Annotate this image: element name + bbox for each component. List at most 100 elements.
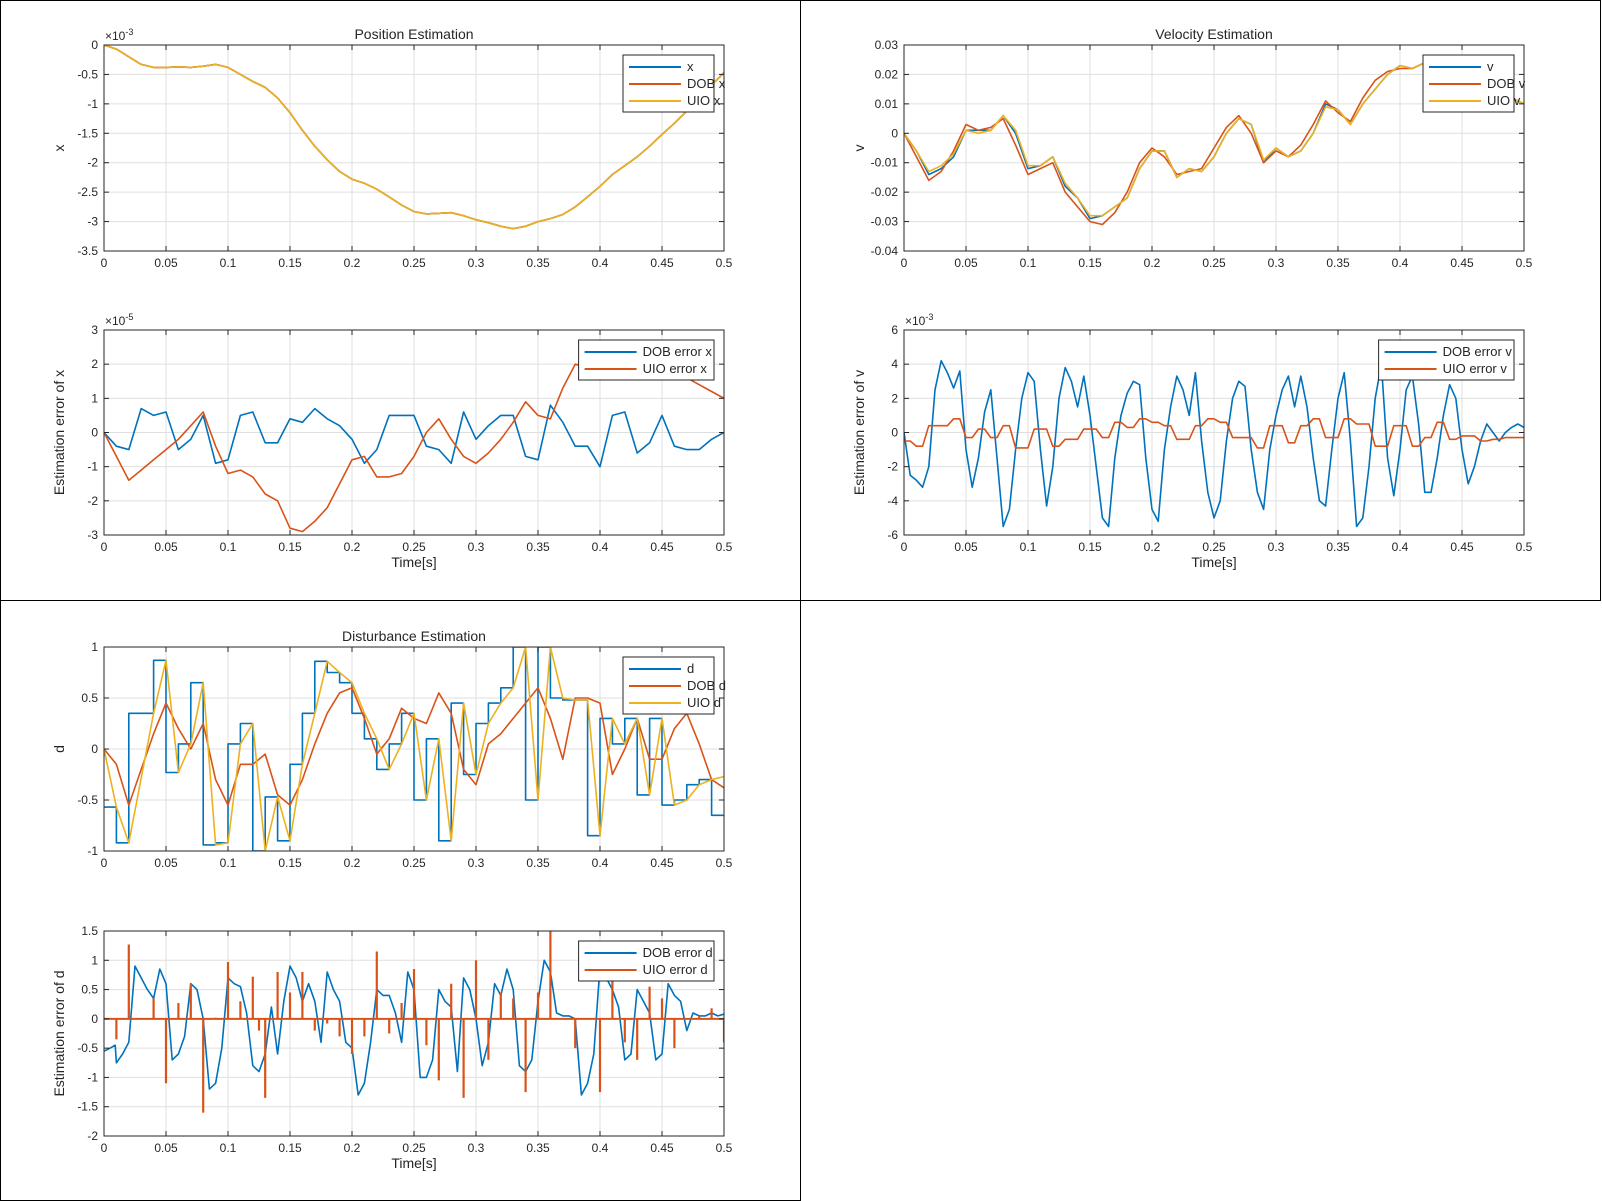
y-tick-label: 0.5 <box>81 983 98 997</box>
x-tick-label: 0.1 <box>1020 540 1037 554</box>
y-tick-label: -0.03 <box>871 215 899 229</box>
panel-frame-top-right <box>800 0 1601 601</box>
x-tick-label: 0.15 <box>278 1141 302 1155</box>
series-line-uio-d <box>104 647 724 851</box>
x-tick-label: 0.5 <box>716 256 733 270</box>
y-tick-label: 0 <box>91 426 98 440</box>
legend-label: DOB error d <box>643 945 713 960</box>
y-tick-label: 1 <box>91 640 98 654</box>
x-tick-label: 0.4 <box>592 256 609 270</box>
x-tick-label: 0.3 <box>1268 256 1285 270</box>
y-tick-label: -0.5 <box>77 793 98 807</box>
x-tick-label: 0.4 <box>1392 256 1409 270</box>
x-tick-label: 0.1 <box>1020 256 1037 270</box>
chart-title: Disturbance Estimation <box>342 628 486 644</box>
series-line-dob-error-v <box>904 359 1524 528</box>
legend-label: UIO x <box>687 93 721 108</box>
legend-label: d <box>687 661 694 676</box>
x-tick-label: 0.4 <box>592 540 609 554</box>
x-tick-label: 0.15 <box>278 256 302 270</box>
chart-1: 0 0.05 0.1 0.15 0.2 0.25 0.3 0.35 0.4 0.45 0.5 3 2 1 0… <box>51 312 733 570</box>
y-tick-label: 0 <box>91 38 98 52</box>
x-tick-label: 0.2 <box>1144 540 1161 554</box>
y-axis-label: d <box>51 745 67 753</box>
y-tick-label: -1 <box>87 1070 98 1084</box>
legend-label: UIO v <box>1487 93 1521 108</box>
y-tick-label: -2 <box>887 460 898 474</box>
x-tick-label: 0.5 <box>716 856 733 870</box>
x-tick-label: 0.05 <box>154 1141 178 1155</box>
legend: DOB error v UIO error v <box>1378 339 1515 381</box>
y-tick-label: 6 <box>891 323 898 337</box>
series-group <box>104 931 724 1113</box>
legend-label: DOB error v <box>1443 344 1513 359</box>
x-tick-label: 0.5 <box>1516 256 1533 270</box>
x-tick-label: 0.45 <box>650 1141 674 1155</box>
x-tick-label: 0.35 <box>1326 256 1350 270</box>
x-axis-label: Time[s] <box>391 554 436 570</box>
y-tick-label: -2 <box>87 156 98 170</box>
legend-box <box>578 940 715 982</box>
chart-title: Velocity Estimation <box>1155 26 1273 42</box>
x-tick-label: 0.25 <box>402 1141 426 1155</box>
axis-exponent: ×10-3 <box>905 312 933 328</box>
y-tick-label: 1.5 <box>81 924 98 938</box>
y-tick-label: 1 <box>91 953 98 967</box>
x-tick-label: 0 <box>901 540 908 554</box>
axis-exponent: ×10-5 <box>105 312 133 328</box>
x-tick-label: 0.1 <box>220 1141 237 1155</box>
x-tick-label: 0.2 <box>344 1141 361 1155</box>
axis-exponent: ×10-3 <box>105 27 133 43</box>
x-tick-label: 0.05 <box>154 256 178 270</box>
legend-label: UIO error v <box>1443 361 1508 376</box>
legend: DOB error x UIO error x <box>578 339 715 381</box>
x-tick-label: 0.15 <box>278 540 302 554</box>
chart-3: 0 0.05 0.1 0.15 0.2 0.25 0.3 0.35 0.4 0.45 0.5 6 4 2 0… <box>851 312 1533 570</box>
x-tick-label: 0.05 <box>954 256 978 270</box>
chart-2: 0 0.05 0.1 0.15 0.2 0.25 0.3 0.35 0.4 0.45 0.5 0.03… <box>851 26 1533 270</box>
x-tick-label: 0.15 <box>1078 256 1102 270</box>
series-group <box>904 55 1524 226</box>
y-tick-label: 3 <box>91 323 98 337</box>
legend-label: v <box>1487 59 1494 74</box>
x-tick-label: 0.45 <box>1450 540 1474 554</box>
y-tick-label: 0.01 <box>875 97 899 111</box>
x-tick-label: 0.35 <box>526 540 550 554</box>
y-tick-label: -1 <box>87 460 98 474</box>
chart-4: 0 0.05 0.1 0.15 0.2 0.25 0.3 0.35 0.4 0.45 0.5 1 0.5… <box>51 628 733 870</box>
x-tick-label: 0.35 <box>526 856 550 870</box>
y-tick-label: 0.5 <box>81 691 98 705</box>
series-line-uio-v <box>904 55 1524 217</box>
y-tick-label: 0 <box>891 126 898 140</box>
x-tick-label: 0.25 <box>1202 256 1226 270</box>
y-tick-label: 2 <box>891 391 898 405</box>
x-tick-label: 0.2 <box>344 540 361 554</box>
x-tick-label: 0.2 <box>344 856 361 870</box>
x-tick-label: 0.4 <box>1392 540 1409 554</box>
legend-label: UIO error d <box>643 962 708 977</box>
x-tick-label: 0.45 <box>650 540 674 554</box>
x-tick-label: 0.2 <box>1144 256 1161 270</box>
x-tick-label: 0.3 <box>468 540 485 554</box>
y-tick-label: 2 <box>91 357 98 371</box>
y-tick-label: -0.5 <box>77 67 98 81</box>
legend: DOB error d UIO error d <box>578 940 715 982</box>
x-tick-label: 0.3 <box>468 256 485 270</box>
legend-box <box>578 339 715 381</box>
series-line-uio-x <box>104 45 724 230</box>
legend-label: DOB d <box>687 678 726 693</box>
legend-label: UIO error x <box>643 361 708 376</box>
chart-title: Position Estimation <box>354 26 473 42</box>
x-tick-label: 0.25 <box>402 540 426 554</box>
chart-0: 0 0.05 0.1 0.15 0.2 0.25 0.3 0.35 0.4 0.45 0.5 0 -0.… <box>51 26 733 270</box>
x-tick-label: 0.25 <box>402 856 426 870</box>
y-tick-label: -1.5 <box>77 1100 98 1114</box>
x-tick-label: 0.2 <box>344 256 361 270</box>
y-tick-label: -4 <box>887 494 898 508</box>
y-axis-label: x <box>51 145 67 152</box>
y-tick-label: -1 <box>87 844 98 858</box>
y-tick-label: 0 <box>91 742 98 756</box>
series-line-dob-error-d <box>104 959 724 1096</box>
y-tick-label: -1.5 <box>77 126 98 140</box>
